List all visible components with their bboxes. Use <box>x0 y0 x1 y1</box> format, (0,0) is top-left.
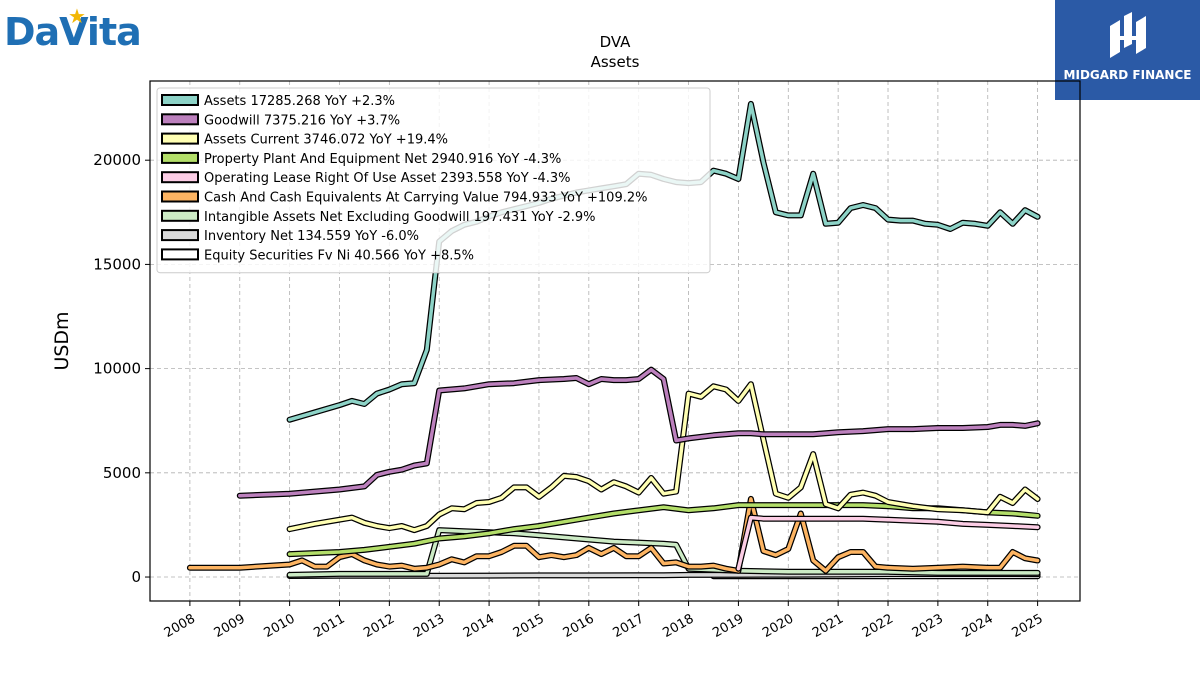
x-tick-label: 2013 <box>411 611 447 641</box>
legend-entry: Assets 17285.268 YoY +2.3% <box>204 94 395 109</box>
legend-box <box>156 87 711 274</box>
legend-entry: Cash And Cash Equivalents At Carrying Va… <box>204 191 647 206</box>
y-tick-label: 10000 <box>93 360 141 378</box>
series-line-stroke <box>287 503 1040 556</box>
series-line <box>286 527 1041 578</box>
legend-swatch <box>161 248 199 261</box>
x-tick-label: 2016 <box>561 611 597 641</box>
series-line <box>186 495 1041 574</box>
legend-entry: Inventory Net 134.559 YoY -6.0% <box>204 229 419 244</box>
midgard-emblem-icon <box>1110 12 1146 58</box>
series-line-stroke <box>238 367 1040 498</box>
legend-swatch <box>161 171 199 184</box>
x-tick-label: 2024 <box>960 611 996 641</box>
star-icon: ★ <box>68 4 86 28</box>
series-line-stroke <box>736 515 1040 571</box>
midgard-finance-name: MIDGARD FINANCE <box>1063 68 1192 82</box>
legend-entry: Goodwill 7375.216 YoY +3.7% <box>204 113 400 128</box>
legend-swatch <box>161 229 199 242</box>
chart-subtitle: Assets <box>591 53 640 71</box>
plot-frame <box>149 80 1081 602</box>
x-tick-label: 2017 <box>611 611 647 641</box>
series-line-stroke <box>287 528 1040 577</box>
x-tick-label: 2010 <box>261 611 297 641</box>
y-tick-label: 20000 <box>93 151 141 169</box>
legend-entry: Intangible Assets Net Excluding Goodwill… <box>204 210 595 225</box>
series-line <box>236 366 1041 499</box>
x-tick-label: 2023 <box>910 611 946 641</box>
legend-swatch <box>161 132 199 145</box>
x-tick-label: 2018 <box>660 611 696 641</box>
x-tick-label: 2015 <box>511 611 547 641</box>
y-tick-label: 0 <box>131 568 141 586</box>
series-line <box>286 381 1041 534</box>
legend-swatch <box>161 151 199 164</box>
legend-entry: Property Plant And Equipment Net 2940.91… <box>204 152 561 167</box>
series-line-stroke <box>287 382 1040 532</box>
legend-swatch <box>161 113 199 126</box>
legend-swatch <box>161 209 199 222</box>
x-tick-label: 2011 <box>311 611 347 641</box>
legend-swatch <box>161 94 199 106</box>
x-tick-label: 2019 <box>710 611 746 641</box>
x-tick-label: 2009 <box>212 611 248 641</box>
midgard-finance-logo: MIDGARD FINANCE <box>1055 0 1200 100</box>
y-axis-label: USDm <box>51 311 73 370</box>
x-tick-label: 2020 <box>760 611 796 641</box>
y-tick-label: 15000 <box>93 255 141 273</box>
x-tick-label: 2014 <box>461 611 497 641</box>
legend-entry: Assets Current 3746.072 YoY +19.4% <box>204 133 448 148</box>
x-tick-label: 2025 <box>1009 611 1045 641</box>
legend-swatch <box>161 190 199 203</box>
y-tick-label: 5000 <box>103 464 141 482</box>
x-tick-label: 2008 <box>162 611 198 641</box>
chart-title: DVA <box>600 33 632 51</box>
legend-entry: Equity Securities Fv Ni 40.566 YoY +8.5% <box>204 248 474 263</box>
davita-logo: DaVita ★ <box>4 4 144 62</box>
series-line <box>286 502 1041 558</box>
x-tick-label: 2022 <box>860 611 896 641</box>
x-tick-label: 2021 <box>810 611 846 641</box>
legend-entry: Operating Lease Right Of Use Asset 2393.… <box>204 171 571 186</box>
legend: Assets 17285.268 YoY +2.3% Goodwill 7375.… <box>156 87 711 274</box>
davita-logo-text: DaVita <box>4 10 142 54</box>
series-line <box>735 514 1041 572</box>
series-line-stroke <box>188 497 1040 573</box>
x-tick-label: 2012 <box>361 611 397 641</box>
